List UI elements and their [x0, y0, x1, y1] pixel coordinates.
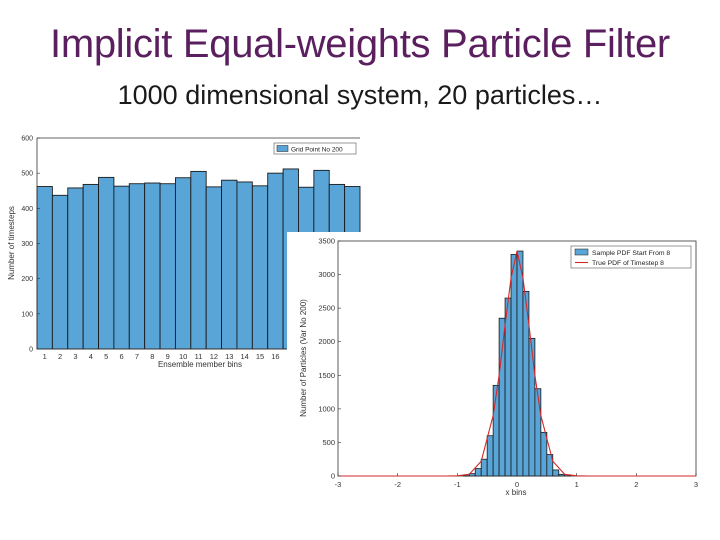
- pdf-bar-18: [558, 473, 566, 477]
- rank-x-tick-label: 16: [271, 352, 279, 361]
- pdf-bar-16: [546, 454, 554, 477]
- pdf-x-tick-label: 3: [694, 480, 698, 489]
- rank-y-tick-label: 400: [21, 206, 33, 213]
- pdf-bar-13: [528, 337, 536, 477]
- pdf-x-axis-label: x bins: [506, 488, 527, 497]
- pdf-legend-label-line: True PDF of Timestep 8: [592, 260, 664, 267]
- rank-x-tick-label: 8: [150, 352, 154, 361]
- rank-y-axis-label: Number of timesteps: [7, 206, 16, 280]
- rank-x-tick-label: 10: [179, 352, 187, 361]
- pdf-bar-6: [486, 435, 494, 477]
- pdf-y-tick-label: 2500: [318, 304, 335, 313]
- pdf-legend-box: [570, 245, 692, 269]
- pdf-y-tick-label: 500: [322, 438, 335, 447]
- pdf-bar-11: [516, 250, 524, 477]
- rank-legend-swatch: [276, 145, 289, 152]
- pdf-y-axis-label: Number of Particles (Var No 200): [299, 299, 308, 417]
- pdf-legend-swatch-bars: [574, 248, 589, 256]
- pdf-x-tick-label: -3: [335, 480, 342, 489]
- rank-x-tick-label: 6: [120, 352, 124, 361]
- pdf-x-tick-label: 0: [515, 480, 519, 489]
- pdf-x-tick-label: -2: [394, 480, 401, 489]
- rank-y-tick-label: 200: [21, 276, 33, 283]
- rank-y-tick-label: 0: [29, 347, 33, 354]
- rank-legend-box: [273, 142, 357, 155]
- pdf-true-line: [338, 250, 696, 477]
- pdf-legend-label-bars: Sample PDF Start From 8: [592, 250, 670, 257]
- pdf-bar-5: [480, 458, 488, 477]
- rank-x-tick-label: 15: [256, 352, 264, 361]
- pdf-bar-10: [510, 254, 518, 477]
- pdf-x-tick-label: -1: [454, 480, 461, 489]
- slide-subtitle: 1000 dimensional system, 20 particles…: [117, 80, 603, 110]
- rank-x-tick-label: 14: [240, 352, 248, 361]
- pdf-bar-4: [474, 468, 482, 477]
- rank-x-tick-label: 4: [89, 352, 93, 361]
- rank-legend-label: Grid Point No 200: [291, 147, 343, 154]
- rank-x-tick-label: 12: [210, 352, 218, 361]
- rank-y-tick-label: 600: [21, 136, 33, 143]
- pdf-y-tick-label: 1000: [318, 404, 335, 413]
- pdf-y-tick-label: 2000: [318, 337, 335, 346]
- rank-y-tick-label: 500: [21, 171, 33, 178]
- pdf-bar-9: [504, 297, 512, 477]
- rank-x-tick-label: 3: [73, 352, 77, 361]
- pdf-y-tick-label: 3500: [318, 237, 335, 246]
- rank-y-tick-label: 100: [21, 311, 33, 318]
- pdf-x-tick-label: 2: [634, 480, 638, 489]
- rank-x-axis-label: Ensemble member bins: [158, 360, 242, 369]
- rank-x-tick-label: 13: [225, 352, 233, 361]
- pdf-y-tick-label: 1500: [318, 371, 335, 380]
- rank-x-tick-label: 2: [58, 352, 62, 361]
- pdf-y-tick-label: 0: [331, 472, 335, 481]
- rank-x-tick-label: 1: [43, 352, 47, 361]
- pdf-bar-8: [498, 317, 506, 477]
- rank-x-tick-label: 9: [166, 352, 170, 361]
- pdf-bar-14: [534, 388, 542, 477]
- rank-x-tick-label: 7: [135, 352, 139, 361]
- rank-x-tick-label: 11: [195, 352, 203, 361]
- rank-y-tick-label: 300: [21, 241, 33, 248]
- pdf-y-tick-label: 3000: [318, 270, 335, 279]
- pdf-bar-15: [540, 431, 548, 477]
- slide-title: Implicit Equal-weights Particle Filter: [50, 22, 670, 66]
- pdf-x-tick-label: 1: [575, 480, 579, 489]
- rank-x-tick-label: 5: [104, 352, 108, 361]
- pdf-bar-17: [552, 469, 560, 477]
